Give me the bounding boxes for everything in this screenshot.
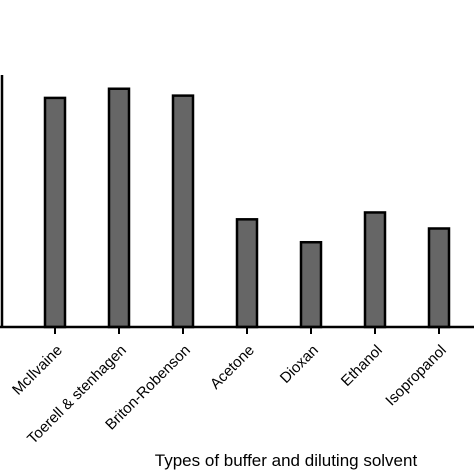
- bar-6: [427, 227, 451, 329]
- bar-3: [235, 218, 259, 329]
- bar-0: [43, 96, 67, 329]
- x-tick-label-5: Ethanol: [338, 342, 386, 390]
- x-tick-label-3: Acetone: [207, 342, 258, 393]
- x-tick-label-6: Isopropanol: [382, 342, 449, 409]
- x-axis-title: Types of buffer and diluting solvent: [155, 451, 418, 470]
- bar-4: [299, 240, 323, 329]
- x-tick-label-4: Dioxan: [277, 342, 322, 387]
- bar-1: [107, 87, 131, 329]
- x-tick-label-0: McIlvaine: [9, 342, 66, 399]
- bars: [43, 87, 451, 329]
- x-ticks: [54, 327, 440, 334]
- bar-5: [363, 211, 387, 329]
- bar-2: [171, 94, 195, 329]
